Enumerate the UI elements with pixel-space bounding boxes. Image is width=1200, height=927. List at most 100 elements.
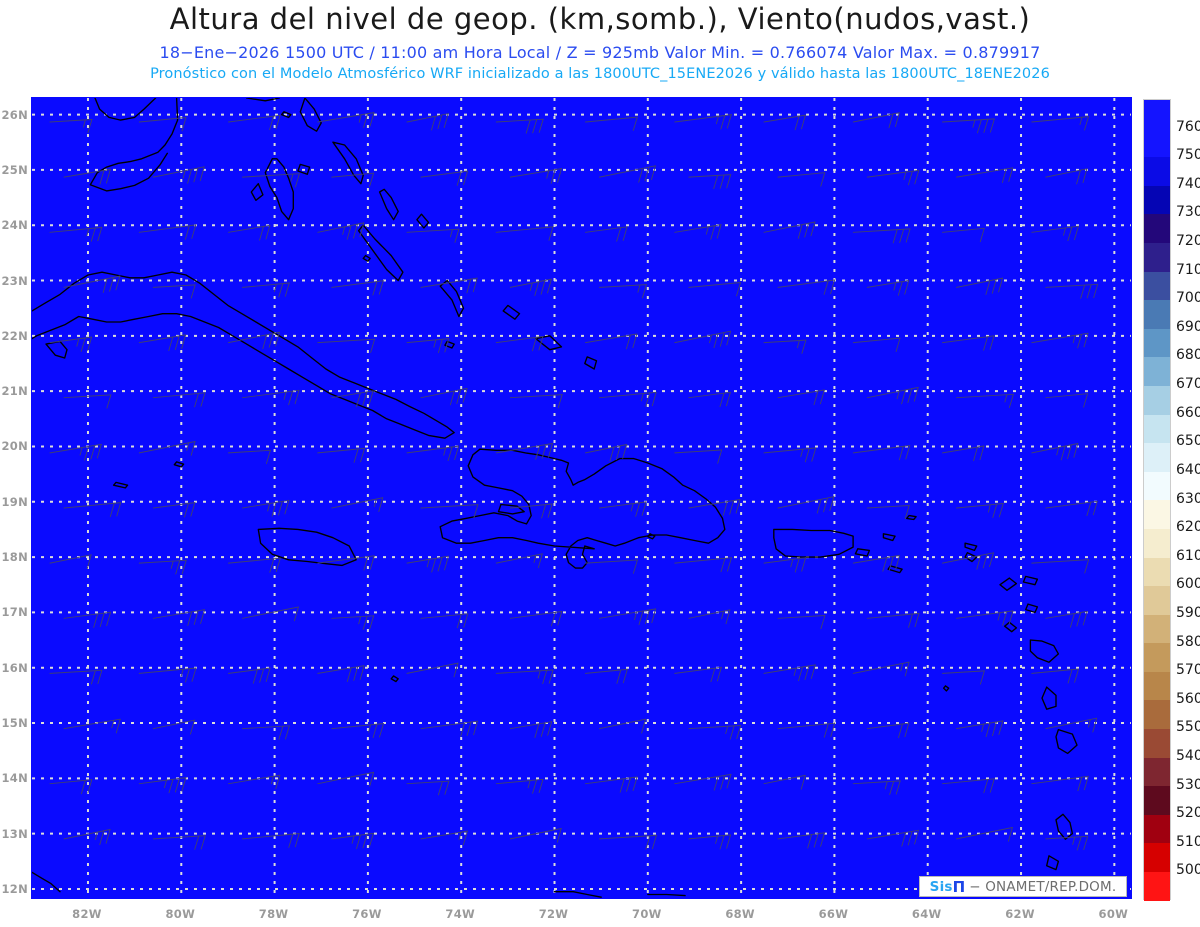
wind-barb: [331, 390, 374, 408]
wind-barb: [420, 504, 479, 519]
colorbar-cell: [1144, 586, 1170, 615]
wind-barb: [688, 499, 741, 516]
wind-barb: [777, 279, 835, 295]
wind-barb: [63, 275, 121, 293]
wind-barb: [63, 829, 111, 846]
wind-barb: [674, 114, 732, 130]
colorbar-tick-label: 690: [1176, 318, 1200, 335]
wind-barb: [1045, 168, 1088, 185]
wind-barb: [420, 170, 469, 186]
wind-barb: [942, 227, 985, 243]
wind-barb: [866, 386, 919, 405]
wind-barb: [763, 114, 806, 131]
coastline-path: [362, 254, 371, 262]
logo-sis-text: Sis: [929, 878, 953, 895]
chart-header: Altura del nivel de geop. (km,somb.), Vi…: [0, 0, 1200, 92]
map-plot-area[interactable]: [31, 97, 1132, 899]
wind-barb: [763, 774, 806, 790]
colorbar-tick-label: 620: [1176, 519, 1200, 536]
wind-barb: [406, 555, 449, 573]
logo-pi-glyph: Π: [952, 877, 966, 896]
colorbar-tick-label: 560: [1176, 690, 1200, 707]
wind-barb: [1031, 116, 1089, 131]
wind-barb: [49, 336, 93, 352]
wind-barb: [585, 559, 638, 574]
wind-barb: [242, 833, 300, 848]
wind-barb: [852, 661, 910, 677]
wind-barb: [956, 277, 1004, 295]
wind-barb: [1031, 332, 1089, 349]
wind-barb: [420, 613, 469, 629]
wind-barb: [63, 611, 112, 628]
wind-barb: [495, 553, 543, 569]
colorbar-cell: [1144, 271, 1170, 301]
coastline-path: [1025, 603, 1039, 614]
wind-barb: [599, 284, 647, 299]
wind-barb: [331, 723, 384, 739]
wind-barb: [585, 668, 628, 684]
subtitle-run-info: 18−Ene−2026 1500 UTC / 11:00 am Hora Loc…: [159, 43, 1041, 62]
wind-barb: [1045, 283, 1099, 299]
wind-barb: [1031, 443, 1079, 461]
wind-barb: [674, 330, 732, 349]
wind-barb: [866, 169, 920, 186]
coastline-path: [280, 111, 292, 119]
coastline-path: [854, 548, 871, 557]
coastlines-layer: [32, 98, 1078, 898]
wind-barb: [942, 335, 995, 351]
wind-barb: [866, 280, 910, 296]
wind-barb: [138, 441, 196, 456]
wind-barb: [331, 832, 374, 850]
wind-barb: [420, 277, 478, 294]
wind-barb: [777, 722, 836, 738]
wind-barb: [1045, 610, 1088, 628]
colorbar-cell: [1144, 843, 1170, 873]
wind-barb: [406, 338, 450, 354]
wind-barb: [420, 720, 478, 737]
colorbar-cell: [1144, 242, 1170, 272]
colorbar-cell: [1144, 729, 1170, 758]
colorbar[interactable]: [1143, 99, 1171, 901]
coastline-path: [1029, 639, 1060, 663]
wind-barb: [599, 391, 657, 407]
latitude-tick-label: 19N: [1, 494, 28, 509]
wind-barb: [49, 779, 93, 795]
wind-barb: [63, 168, 111, 185]
colorbar-tick-label: 610: [1176, 547, 1200, 564]
wind-barb: [674, 557, 732, 573]
colorbar-cell: [1144, 471, 1170, 501]
wind-barb: [688, 391, 731, 408]
coastline-path: [45, 340, 68, 359]
longitude-tick-label: 60W: [1098, 907, 1129, 921]
wind-barb: [228, 114, 281, 131]
wind-barb: [152, 502, 196, 518]
page-title: Altura del nivel de geop. (km,somb.), Vi…: [169, 2, 1031, 36]
colorbar-cell: [1144, 814, 1170, 844]
wind-barb: [152, 166, 205, 184]
wind-barb: [599, 608, 657, 626]
wind-barb: [852, 554, 901, 572]
coastline-path: [1004, 621, 1018, 633]
colorbar-cell: [1144, 214, 1170, 243]
coastline-path: [444, 340, 455, 349]
wind-barb: [138, 117, 187, 132]
latitude-tick-label: 22N: [1, 328, 28, 343]
wind-barb: [585, 333, 638, 350]
colorbar-tick-label: 680: [1176, 347, 1200, 364]
wind-barb: [956, 610, 1014, 626]
wind-barb: [956, 503, 1004, 518]
colorbar-tick-label: 530: [1176, 776, 1200, 793]
wind-barb: [688, 725, 742, 740]
colorbar-cell: [1144, 414, 1170, 444]
wind-barb: [509, 278, 552, 296]
wind-barb: [406, 662, 459, 678]
wind-barb: [228, 774, 281, 790]
latitude-tick-label: 15N: [1, 716, 28, 730]
colorbar-cell: [1144, 157, 1170, 186]
wind-barb: [852, 780, 901, 795]
coastline-path: [299, 98, 322, 132]
wind-barb: [763, 664, 816, 682]
longitude-tick-label: 62W: [1005, 907, 1035, 921]
wind-barb: [763, 447, 817, 463]
wind-barb: [509, 828, 562, 843]
